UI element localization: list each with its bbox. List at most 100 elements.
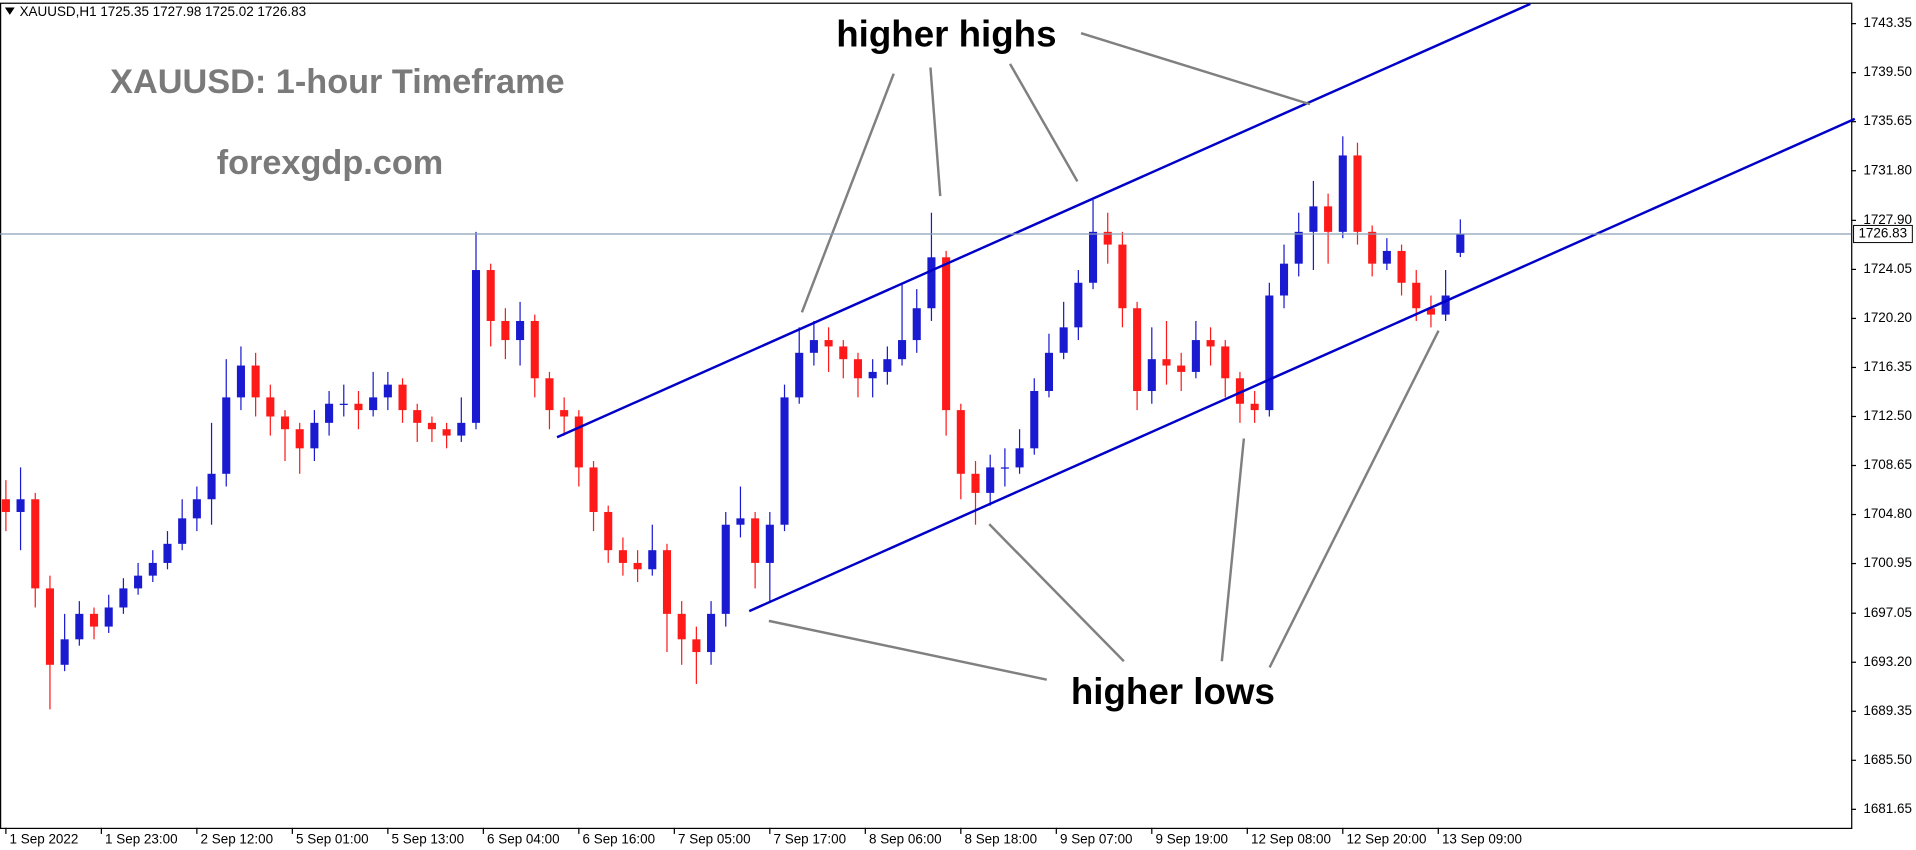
candle-body [1015, 448, 1024, 468]
pointer [1220, 438, 1246, 662]
x-tick-label: 5 Sep 13:00 [392, 832, 465, 847]
pointer [1080, 32, 1311, 106]
candle-body [839, 346, 848, 360]
y-tick-label: 1735.65 [1863, 113, 1912, 128]
candle-body [75, 613, 84, 640]
x-tick-label: 9 Sep 07:00 [1060, 832, 1133, 847]
candle-body [222, 397, 231, 474]
candle-body [251, 365, 260, 398]
candle-body [1294, 231, 1303, 264]
arrows [768, 32, 1440, 681]
candle-body [207, 473, 216, 500]
candle-body [471, 270, 481, 423]
candle-body [413, 410, 422, 423]
candle-body [633, 562, 642, 570]
candle-body [1177, 365, 1186, 372]
candle-body [589, 467, 598, 512]
candle-body [927, 257, 936, 309]
y-tick-label: 1681.65 [1863, 801, 1912, 816]
candle-body [31, 499, 40, 589]
candle-body [986, 467, 995, 493]
y-tick-label: 1700.95 [1863, 555, 1912, 570]
x-tick-label: 7 Sep 05:00 [678, 832, 751, 847]
candle-body [765, 524, 774, 563]
chart-title: XAUUSD: 1-hour Timeframe [110, 63, 564, 101]
y-tick-label: 1731.80 [1863, 162, 1912, 177]
annotation: higher lows [1071, 671, 1275, 712]
candle-body [310, 422, 319, 449]
candle-body [574, 416, 583, 468]
pointer [929, 67, 942, 197]
candle-body [1000, 467, 1009, 469]
candle-body [560, 410, 569, 417]
upper-channel-line [556, 2, 1531, 439]
channel [556, 2, 1856, 613]
y-tick-label: 1724.05 [1863, 261, 1912, 276]
x-tick-label: 6 Sep 16:00 [583, 832, 656, 847]
candle-body [942, 257, 951, 411]
y-tick-label: 1712.50 [1863, 408, 1912, 423]
candle-body [325, 403, 334, 423]
x-tick-label: 1 Sep 2022 [10, 832, 79, 847]
candle-body [1, 499, 10, 512]
candle-body [134, 575, 143, 589]
candle-body [148, 562, 157, 576]
candle-body [530, 320, 539, 379]
candle-body [1118, 244, 1127, 309]
candle-body [971, 473, 980, 493]
candle-body [442, 429, 451, 436]
candle-body [119, 588, 128, 608]
candle-body [1338, 155, 1347, 232]
candle-body [707, 613, 716, 653]
candle-body [295, 429, 304, 449]
candle-body [853, 359, 863, 379]
candle-body [1382, 250, 1391, 264]
x-tick-label: 8 Sep 18:00 [964, 832, 1037, 847]
y-tick-label: 1685.50 [1863, 752, 1912, 767]
candle-body [354, 403, 363, 411]
candle-body [1279, 263, 1289, 296]
candle-body [618, 550, 627, 563]
candle-body [721, 524, 730, 614]
header: XAUUSD,H1 1725.35 1727.98 1725.02 1726.8… [20, 4, 306, 19]
annotation: higher highs [836, 14, 1056, 55]
y-tick-label: 1704.80 [1863, 506, 1912, 521]
candle-body [427, 422, 436, 430]
candle-body [1368, 231, 1377, 264]
candle-body [516, 320, 525, 341]
candles [1, 136, 1465, 710]
pointer [1008, 63, 1079, 182]
candle-body [648, 550, 657, 570]
candle-body [795, 352, 804, 398]
pointer [768, 619, 1048, 681]
candle-body [1309, 206, 1318, 232]
candle-body [280, 416, 290, 430]
candle-body [266, 397, 275, 417]
x-tick-label: 12 Sep 08:00 [1251, 832, 1331, 847]
candle-body [1103, 231, 1112, 245]
candle-body [868, 371, 877, 379]
candle-body [809, 340, 818, 353]
candle-body [1074, 282, 1083, 328]
candle-body [1059, 327, 1068, 353]
candle-body [662, 550, 672, 614]
plot-frame [0, 2, 1853, 830]
candle-body [236, 365, 245, 398]
candle-body [45, 588, 54, 665]
y-tick-label: 1697.05 [1863, 605, 1912, 620]
candle-body [1206, 340, 1215, 347]
y-tick-label: 1716.35 [1863, 359, 1912, 374]
candle-body [1044, 352, 1054, 392]
x-tick-label: 12 Sep 20:00 [1346, 832, 1426, 847]
candle-body [1397, 250, 1406, 283]
candle-body [1133, 308, 1142, 392]
candle-body [1426, 308, 1435, 315]
last-price-box [1853, 224, 1913, 244]
candle-body [486, 270, 495, 321]
lower-channel-line [748, 117, 1856, 613]
candle-body [339, 403, 348, 405]
candle-body [883, 359, 892, 372]
candle-body [780, 397, 789, 525]
x-tick-label: 8 Sep 06:00 [869, 832, 942, 847]
candle-body [1412, 282, 1421, 309]
